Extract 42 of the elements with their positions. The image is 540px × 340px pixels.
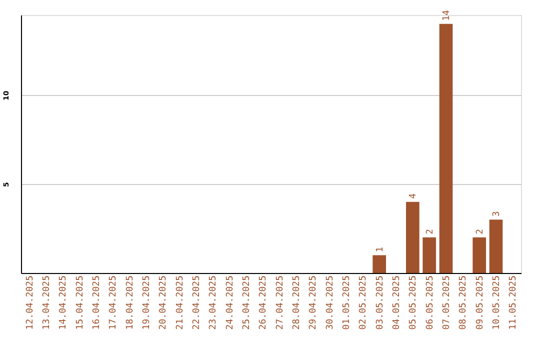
x-tick-label: 22.04.2025 [192, 276, 202, 330]
x-tick-label: 21.04.2025 [175, 276, 186, 330]
bar [406, 202, 420, 273]
x-tick-label: 14.04.2025 [58, 276, 69, 330]
x-tick-label: 15.04.2025 [75, 276, 86, 330]
x-tick-label: 06.05.2025 [425, 276, 436, 330]
x-tick-label: 05.05.2025 [408, 276, 419, 330]
data-label: 2 [475, 228, 486, 234]
x-tick-label: 16.04.2025 [92, 276, 102, 330]
x-tick-label: 09.05.2025 [475, 276, 486, 330]
x-tick-label: 07.05.2025 [442, 276, 452, 330]
x-tick-label: 29.04.2025 [308, 276, 319, 330]
x-tick-label: 28.04.2025 [292, 276, 302, 330]
x-tick-label: 08.05.2025 [458, 276, 469, 330]
x-tick-label: 24.04.2025 [225, 276, 236, 330]
bar [489, 220, 503, 273]
x-tick-label: 01.05.2025 [342, 276, 352, 330]
x-tick-label: 25.04.2025 [242, 276, 252, 330]
x-tick-label: 10.05.2025 [492, 276, 502, 330]
bar [439, 24, 453, 273]
x-tick-label: 18.04.2025 [125, 276, 136, 330]
x-tick-label: 17.04.2025 [108, 276, 119, 330]
bar [472, 237, 486, 273]
data-label: 2 [425, 228, 436, 234]
x-tick-label: 03.05.2025 [375, 276, 386, 330]
bar [422, 237, 436, 273]
x-tick-label: 04.05.2025 [392, 276, 402, 330]
data-label: 1 [375, 246, 386, 252]
x-tick-label: 26.04.2025 [258, 276, 269, 330]
x-tick-label: 19.04.2025 [142, 276, 152, 330]
x-tick-label: 30.04.2025 [325, 276, 336, 330]
x-tick-label: 27.04.2025 [275, 276, 286, 330]
bar [372, 255, 386, 273]
x-tick-label: 12.04.2025 [25, 276, 36, 330]
x-tick-label: 23.04.2025 [208, 276, 219, 330]
data-label: 3 [492, 211, 502, 217]
data-label: 14 [442, 10, 452, 21]
data-label: 4 [408, 193, 419, 199]
x-tick-label: 11.05.2025 [508, 276, 519, 330]
x-tick-label: 20.04.2025 [158, 276, 169, 330]
x-tick-label: 02.05.2025 [358, 276, 369, 330]
x-tick-label: 13.04.2025 [42, 276, 52, 330]
